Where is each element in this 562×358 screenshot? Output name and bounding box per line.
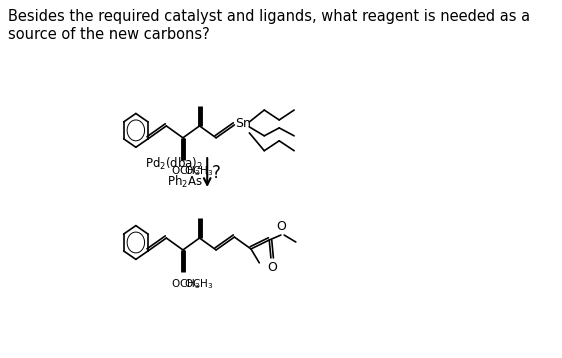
Text: $\mathregular{OCH_3}$: $\mathregular{OCH_3}$ [184,277,213,291]
Text: Sn: Sn [235,117,251,130]
Text: $\mathregular{OCH_3}$: $\mathregular{OCH_3}$ [184,165,213,178]
Text: O: O [276,220,286,233]
Text: $\mathregular{OCH_3}$: $\mathregular{OCH_3}$ [171,277,201,291]
Text: ?: ? [212,164,221,182]
Text: $\mathregular{OCH_3}$: $\mathregular{OCH_3}$ [171,165,201,178]
Text: Pd$_2$(dba)$_2$: Pd$_2$(dba)$_2$ [145,156,203,172]
Text: Ph$_2$As: Ph$_2$As [167,173,203,189]
Text: O: O [267,261,277,274]
Text: Besides the required catalyst and ligands, what reagent is needed as a
source of: Besides the required catalyst and ligand… [8,9,530,42]
